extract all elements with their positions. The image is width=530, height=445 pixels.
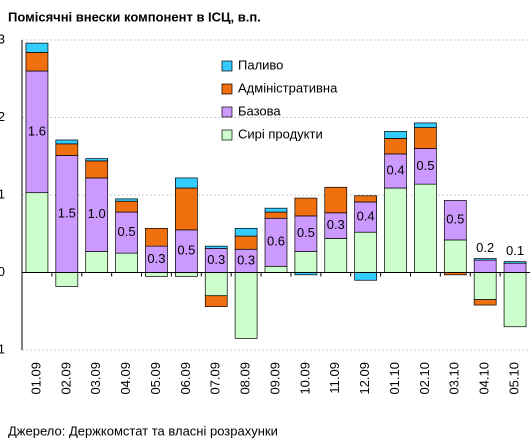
bar-segment xyxy=(294,251,318,273)
x-tick-label: 03.09 xyxy=(88,362,103,395)
bar-segment xyxy=(55,139,79,145)
x-tick-label: 08.09 xyxy=(238,362,253,395)
legend-label: Базова xyxy=(238,103,281,118)
bar-segment xyxy=(25,42,49,53)
bar-segment xyxy=(443,239,467,273)
bar-segment xyxy=(384,138,407,155)
bar-segment xyxy=(264,265,288,273)
bar-segment xyxy=(473,272,497,300)
data-label: 0.6 xyxy=(267,234,285,249)
legend-swatch xyxy=(221,129,233,141)
data-label: 0.2 xyxy=(476,240,494,255)
legend-swatch xyxy=(221,60,233,72)
bar-segment xyxy=(115,252,138,273)
bar-segment xyxy=(443,200,467,241)
data-label: 0.3 xyxy=(237,252,255,267)
y-tick-label: 3 xyxy=(0,31,5,46)
legend-label: Паливо xyxy=(238,57,283,72)
data-label: 0.4 xyxy=(386,162,404,177)
data-label: 1.6 xyxy=(28,123,46,138)
bar-segment xyxy=(175,272,198,277)
x-tick-label: 04.09 xyxy=(118,362,133,395)
x-tick-label: 12.09 xyxy=(357,362,372,395)
bar-segment xyxy=(503,262,527,273)
x-tick-label: 11.09 xyxy=(327,362,342,394)
bar-segment xyxy=(145,272,168,277)
x-tick-label: 04.10 xyxy=(477,362,492,395)
x-tick-label: 06.09 xyxy=(178,362,193,395)
bar-segment xyxy=(354,195,377,203)
bar-segment xyxy=(85,251,109,273)
bar-segment xyxy=(204,272,228,297)
bar-segment xyxy=(115,200,138,213)
bar-segment xyxy=(145,227,168,247)
bar-segment xyxy=(473,258,497,261)
data-label: 0.5 xyxy=(177,243,195,258)
legend-label: Сирі продукти xyxy=(238,126,323,141)
bar-segment xyxy=(294,197,318,217)
source-note: Джерело: Держкомстат та власні розрахунк… xyxy=(8,423,278,438)
x-tick-label: 02.09 xyxy=(58,362,73,395)
y-tick-label: 2 xyxy=(0,109,5,124)
bar-segment xyxy=(264,211,288,219)
bar-segment xyxy=(115,198,138,202)
bar-segment xyxy=(175,177,198,189)
bar-segment xyxy=(204,245,228,249)
y-tick-label: 0 xyxy=(0,264,5,279)
bar-segment xyxy=(85,160,109,179)
bar-segment xyxy=(175,187,198,231)
x-tick-label: 07.09 xyxy=(208,362,223,395)
x-tick-label: 05.10 xyxy=(506,362,521,395)
x-tick-label: 09.09 xyxy=(267,362,282,395)
bar-segment xyxy=(25,52,49,72)
legend-swatch xyxy=(221,106,233,118)
bar-segment xyxy=(85,158,109,162)
data-label: 0.5 xyxy=(446,212,464,227)
x-tick-label: 05.09 xyxy=(148,362,163,395)
bar-segment xyxy=(473,299,497,306)
bar-segment xyxy=(414,183,437,273)
data-label: 1.0 xyxy=(88,206,106,221)
data-label: 0.5 xyxy=(416,158,434,173)
data-label: 0.3 xyxy=(207,252,225,267)
bar-segment xyxy=(354,272,377,281)
data-label: 0.3 xyxy=(147,251,165,266)
bar-segment xyxy=(414,122,437,128)
bar-segment xyxy=(264,207,288,213)
x-tick-label: 02.10 xyxy=(417,362,432,395)
data-label: 0.4 xyxy=(357,209,375,224)
bar-segment xyxy=(414,127,437,149)
bar-segment xyxy=(204,295,228,307)
bar-segment xyxy=(234,227,258,237)
bar-segment xyxy=(354,231,377,273)
bar-segment xyxy=(55,143,79,156)
bar-segment xyxy=(234,235,258,250)
x-tick-label: 01.09 xyxy=(28,362,43,395)
bar-segment xyxy=(324,238,348,273)
legend-swatch xyxy=(221,83,233,95)
bar-segment xyxy=(234,272,258,339)
bar-segment xyxy=(25,192,49,273)
data-label: 0.5 xyxy=(297,225,315,240)
bar-segment xyxy=(55,272,79,287)
bar-segment xyxy=(473,259,497,273)
data-label: 0.5 xyxy=(118,224,136,239)
legend-label: Адміністративна xyxy=(238,80,338,95)
bar-segment xyxy=(324,186,348,214)
y-tick-label: -1 xyxy=(0,341,5,356)
data-label: 0.1 xyxy=(506,243,524,258)
bar-segment xyxy=(384,131,407,139)
x-tick-label: 03.10 xyxy=(447,362,462,395)
y-tick-label: 1 xyxy=(0,186,5,201)
bar-segment xyxy=(384,187,407,273)
chart-title: Помісячні внески компонент в ІСЦ, в.п. xyxy=(8,9,261,24)
data-label: 1.5 xyxy=(58,205,76,220)
data-label: 0.3 xyxy=(327,217,345,232)
bar-segment xyxy=(503,261,527,264)
x-tick-label: 01.10 xyxy=(387,362,402,395)
bar-segment xyxy=(503,272,527,328)
x-tick-label: 10.09 xyxy=(297,362,312,395)
